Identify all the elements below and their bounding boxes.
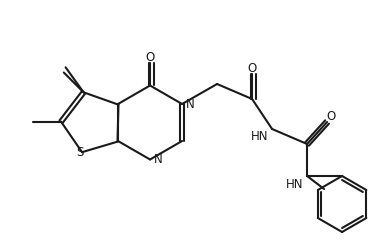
Text: O: O <box>326 110 336 122</box>
Text: HN: HN <box>251 131 269 144</box>
Text: N: N <box>186 98 195 110</box>
Text: S: S <box>76 146 84 159</box>
Text: O: O <box>146 51 155 64</box>
Text: HN: HN <box>286 177 304 191</box>
Text: O: O <box>248 61 257 74</box>
Text: N: N <box>154 153 163 166</box>
